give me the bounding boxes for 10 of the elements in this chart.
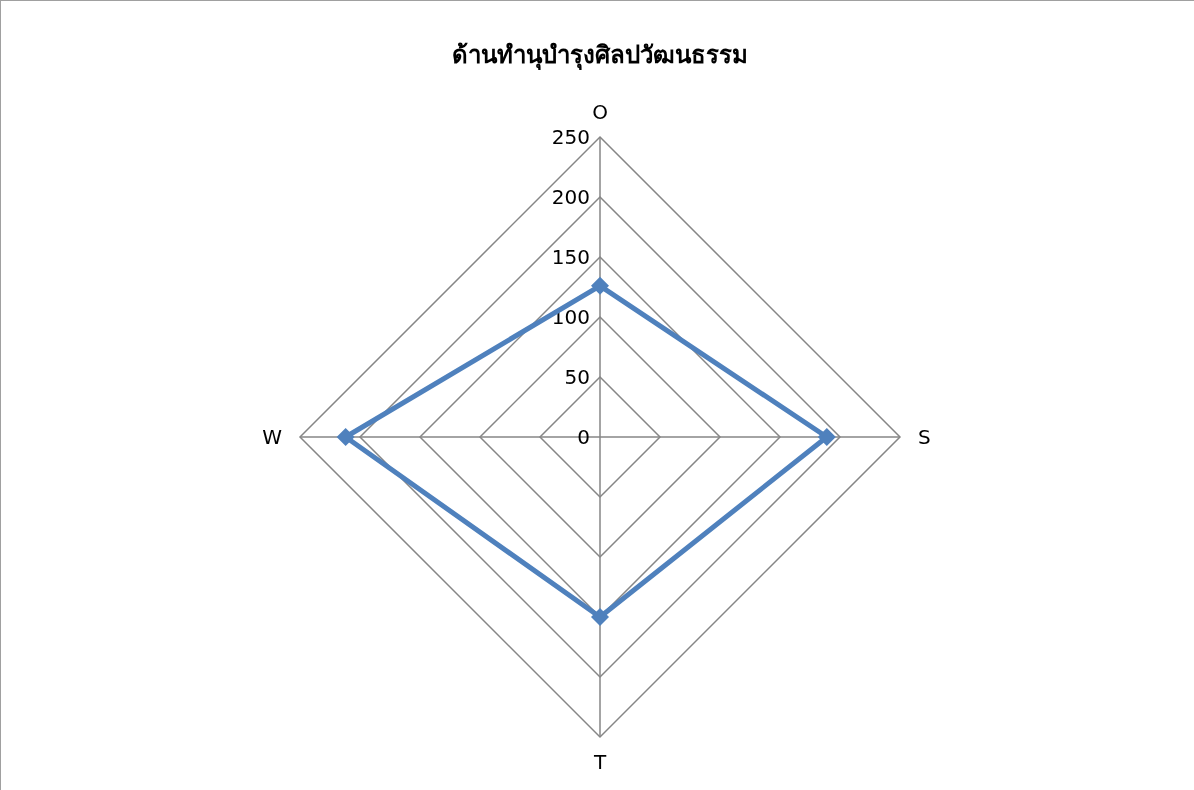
y-tick-label: 0 [577,425,590,449]
y-tick-label: 200 [551,185,590,209]
spoke-label: S [918,425,931,449]
spoke-label: T [592,750,607,774]
chart-title: ด้านทำนุบำรุงศิลปวัฒนธรรม [452,41,748,71]
y-tick-label: 250 [551,125,590,149]
spoke-label: O [592,100,608,124]
y-tick-label: 50 [564,365,590,389]
spoke-label: W [262,425,283,449]
y-tick-label: 150 [551,245,590,269]
